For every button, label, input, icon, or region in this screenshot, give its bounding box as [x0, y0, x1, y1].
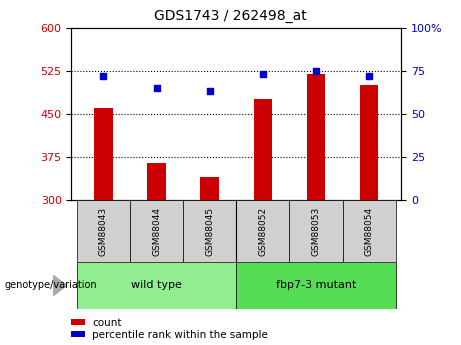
Polygon shape — [53, 275, 67, 296]
Bar — [254, 99, 272, 200]
Text: GSM88054: GSM88054 — [365, 207, 374, 256]
Text: GSM88044: GSM88044 — [152, 207, 161, 256]
Text: GSM88053: GSM88053 — [312, 207, 320, 256]
Bar — [94, 108, 112, 200]
Bar — [201, 177, 219, 200]
FancyBboxPatch shape — [183, 200, 236, 262]
FancyBboxPatch shape — [77, 262, 236, 309]
FancyBboxPatch shape — [77, 200, 130, 262]
Text: fbp7-3 mutant: fbp7-3 mutant — [276, 280, 356, 290]
Bar — [147, 163, 166, 200]
Point — [259, 71, 266, 77]
FancyBboxPatch shape — [236, 262, 396, 309]
Bar — [360, 85, 378, 200]
Text: wild type: wild type — [131, 280, 182, 290]
Text: percentile rank within the sample: percentile rank within the sample — [92, 330, 268, 339]
Point — [206, 89, 213, 94]
Point — [312, 68, 319, 73]
FancyBboxPatch shape — [130, 200, 183, 262]
Point — [100, 73, 107, 79]
Text: GDS1743 / 262498_at: GDS1743 / 262498_at — [154, 9, 307, 23]
FancyBboxPatch shape — [343, 200, 396, 262]
Bar — [307, 73, 325, 200]
Text: GSM88045: GSM88045 — [205, 207, 214, 256]
Text: GSM88043: GSM88043 — [99, 207, 108, 256]
Point — [153, 85, 160, 91]
Text: genotype/variation: genotype/variation — [5, 280, 97, 290]
Text: count: count — [92, 318, 122, 327]
FancyBboxPatch shape — [290, 200, 343, 262]
FancyBboxPatch shape — [236, 200, 290, 262]
Text: GSM88052: GSM88052 — [258, 207, 267, 256]
Point — [366, 73, 373, 79]
